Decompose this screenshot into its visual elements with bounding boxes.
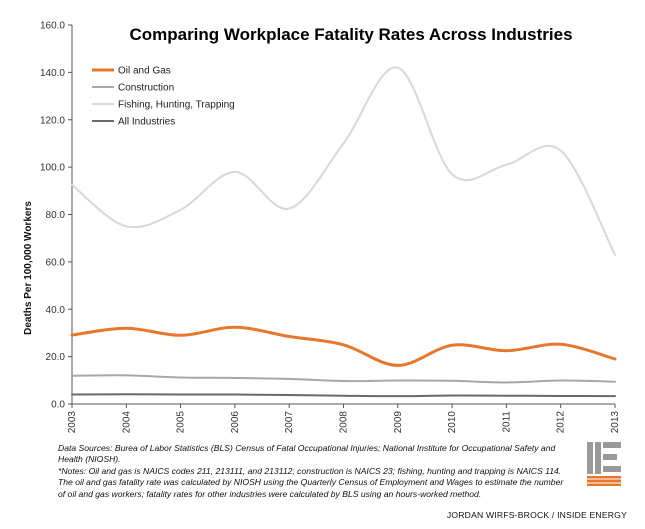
- series-line-fishing-hunting-trapping: [71, 66, 616, 256]
- x-tick-label: 2010: [447, 411, 458, 434]
- x-tick-label: 2007: [284, 411, 295, 434]
- x-tick-label: 2011: [501, 411, 512, 433]
- y-tick-label: 20.0: [46, 352, 66, 363]
- legend-label: Oil and Gas: [118, 66, 171, 77]
- y-axis-label: Deaths Per 100,000 Workers: [23, 201, 34, 335]
- y-tick-label: 100.0: [40, 163, 65, 174]
- series-lines: [70, 66, 617, 398]
- y-tick-label: 80.0: [46, 210, 66, 221]
- chart-title: Comparing Workplace Fatality Rates Acros…: [129, 25, 572, 44]
- x-tick-label: 2008: [339, 411, 350, 434]
- y-tick-label: 160.0: [40, 21, 65, 32]
- y-tick-labels: 0.0 20.0 40.0 60.0 80.0 100.0 120.0 140.0 160.0: [40, 21, 72, 411]
- series-line-construction: [71, 374, 616, 384]
- fatality-rate-chart: Comparing Workplace Fatality Rates Acros…: [23, 21, 621, 434]
- x-tick-label: 2005: [176, 411, 187, 434]
- y-tick-label: 0.0: [51, 400, 65, 411]
- legend: Oil and Gas Construction Fishing, Hunting,…: [92, 66, 235, 128]
- y-tick-label: 60.0: [46, 257, 66, 268]
- data-sources-note: Data Sources: Burea of Labor Statistics …: [58, 443, 556, 465]
- author-credit: JORDAN WIRFS-BROCK / INSIDE ENERGY: [446, 510, 627, 520]
- inside-energy-logo-icon: [583, 438, 625, 490]
- legend-label: Fishing, Hunting, Trapping: [118, 100, 235, 111]
- legend-label: Construction: [118, 83, 174, 94]
- series-line-all-industries: [71, 393, 616, 398]
- y-tick-label: 120.0: [40, 115, 65, 126]
- y-tick-label: 140.0: [40, 68, 65, 79]
- x-tick-label: 2004: [121, 411, 132, 434]
- x-tick-labels: 2003 2004 2005 2006 2007 2008 2009 2010 2011 2012…: [67, 404, 621, 433]
- x-tick-label: 2006: [230, 411, 241, 434]
- x-tick-label: 2012: [556, 411, 567, 434]
- legend-label: All Industries: [118, 117, 175, 128]
- chart-notes: Data Sources: Burea of Labor Statistics …: [58, 443, 568, 500]
- x-tick-label: 2013: [610, 411, 621, 434]
- x-tick-label: 2009: [393, 411, 404, 434]
- series-line-oil-and-gas: [70, 325, 617, 367]
- methodology-note: *Notes: Oil and gas is NAICS codes 211, …: [58, 465, 564, 499]
- x-tick-label: 2003: [67, 411, 78, 434]
- y-tick-label: 40.0: [46, 305, 66, 316]
